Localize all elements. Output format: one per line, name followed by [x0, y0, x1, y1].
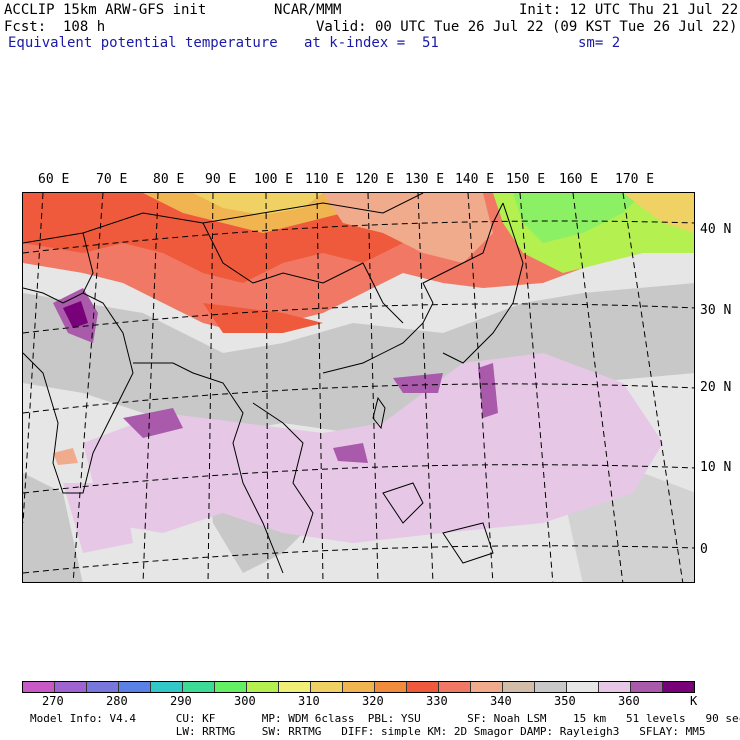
- colorbar-swatch: [343, 682, 375, 692]
- valid-time: Valid: 00 UTC Tue 26 Jul 22 (09 KST Tue …: [316, 19, 738, 35]
- colorbar-tick: 300: [234, 694, 256, 708]
- colorbar-swatch: [535, 682, 567, 692]
- lon-label: 170 E: [615, 172, 655, 187]
- colorbar-swatch: [471, 682, 503, 692]
- colorbar-swatch: [55, 682, 87, 692]
- colorbar: [22, 681, 695, 693]
- lat-label: 10 N: [700, 460, 732, 475]
- map-panel: [22, 192, 695, 583]
- lon-label: 60 E: [38, 172, 70, 187]
- coastlines-overlay: [23, 193, 694, 582]
- colorbar-tick: 320: [362, 694, 384, 708]
- lon-label: 110 E: [305, 172, 345, 187]
- colorbar-tick: 340: [490, 694, 512, 708]
- colorbar-tick: 270: [42, 694, 64, 708]
- init-time: Init: 12 UTC Thu 21 Jul 22: [519, 2, 739, 18]
- lon-label: 160 E: [559, 172, 599, 187]
- colorbar-swatch: [247, 682, 279, 692]
- colorbar-swatch: [23, 682, 55, 692]
- lat-label: 0: [700, 542, 708, 557]
- lat-label: 20 N: [700, 380, 732, 395]
- colorbar-tick: 330: [426, 694, 448, 708]
- colorbar-swatch: [407, 682, 439, 692]
- colorbar-unit: K: [690, 694, 698, 708]
- colorbar-swatch: [279, 682, 311, 692]
- lon-label: 140 E: [455, 172, 495, 187]
- smoothing-label: sm= 2: [578, 35, 621, 51]
- vertical-level: at k-index = 51: [304, 35, 439, 51]
- lon-label: 150 E: [506, 172, 546, 187]
- colorbar-swatch: [503, 682, 535, 692]
- colorbar-swatch: [311, 682, 343, 692]
- colorbar-swatch: [599, 682, 631, 692]
- lon-label: 80 E: [153, 172, 185, 187]
- lon-label: 130 E: [405, 172, 445, 187]
- colorbar-swatch: [567, 682, 599, 692]
- lon-label: 100 E: [254, 172, 294, 187]
- colorbar-tick: 280: [106, 694, 128, 708]
- model-info-line2: LW: RRTMG SW: RRTMG DIFF: simple KM: 2D …: [30, 725, 706, 738]
- model-info-line1: Model Info: V4.4 CU: KF MP: WDM 6class P…: [30, 712, 740, 725]
- field-name: Equivalent potential temperature: [8, 35, 278, 51]
- colorbar-swatch: [663, 682, 694, 692]
- colorbar-swatch: [119, 682, 151, 692]
- model-title: ACCLIP 15km ARW-GFS init: [4, 2, 207, 18]
- lon-label: 120 E: [355, 172, 395, 187]
- colorbar-swatch: [87, 682, 119, 692]
- colorbar-tick: 290: [170, 694, 192, 708]
- institution-label: NCAR/MMM: [274, 2, 342, 18]
- colorbar-swatch: [215, 682, 247, 692]
- colorbar-swatch: [151, 682, 183, 692]
- lon-label: 70 E: [96, 172, 128, 187]
- colorbar-swatch: [631, 682, 663, 692]
- theta-e-field: [23, 193, 694, 582]
- lat-label: 30 N: [700, 303, 732, 318]
- colorbar-tick: 350: [554, 694, 576, 708]
- lon-label: 90 E: [205, 172, 237, 187]
- colorbar-swatch: [439, 682, 471, 692]
- colorbar-tick: 310: [298, 694, 320, 708]
- colorbar-tick: 360: [618, 694, 640, 708]
- colorbar-swatch: [375, 682, 407, 692]
- lat-label: 40 N: [700, 222, 732, 237]
- forecast-hour: Fcst: 108 h: [4, 19, 106, 35]
- colorbar-swatch: [183, 682, 215, 692]
